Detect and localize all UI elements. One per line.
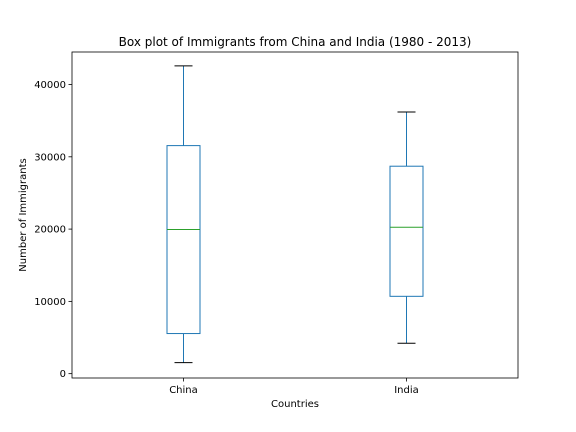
iqr-box <box>389 165 424 297</box>
box-india <box>389 111 424 344</box>
x-axis-label: Countries <box>271 399 319 410</box>
y-axis: 0 10000 20000 30000 40000 <box>34 80 72 380</box>
y-tick-label: 30000 <box>34 152 66 163</box>
x-axis: China India <box>169 378 419 396</box>
axes-frame <box>71 51 519 379</box>
y-tick-label: 40000 <box>34 80 66 91</box>
chart-title: Box plot of Immigrants from China and In… <box>119 35 472 49</box>
y-axis-label: Number of Immigrants <box>18 158 29 271</box>
y-tick-label: 10000 <box>34 297 66 308</box>
y-tick-label: 0 <box>60 369 66 380</box>
y-tick-label: 20000 <box>34 225 66 236</box>
iqr-box <box>166 145 201 335</box>
x-tick-label: India <box>394 385 419 396</box>
plot-area <box>166 65 424 364</box>
x-tick-label: China <box>169 385 198 396</box>
box-china <box>166 65 201 364</box>
